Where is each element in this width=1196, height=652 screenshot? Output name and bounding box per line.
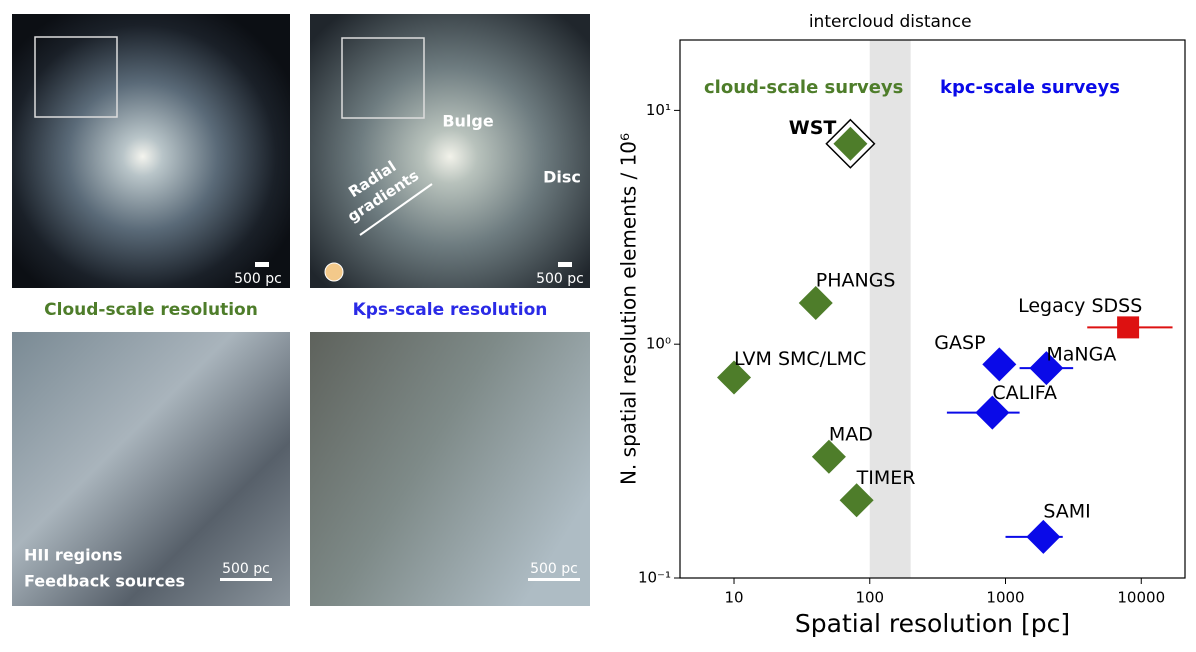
point: [833, 126, 868, 161]
point-label: SAMI: [1043, 500, 1090, 522]
x-tick-label: 1000: [986, 589, 1024, 607]
zoom-box: [34, 36, 118, 118]
point: [975, 395, 1010, 430]
scale-label: 500 pc: [234, 271, 282, 287]
y-tick-label: 10⁰: [646, 335, 671, 353]
scale-bar: [220, 578, 272, 581]
point: [1026, 519, 1061, 554]
x-axis-label: Spatial resolution [pc]: [795, 609, 1070, 638]
scale-label: 500 pc: [530, 561, 578, 577]
point: [798, 286, 833, 321]
scale-bar: [558, 262, 572, 267]
scale-bar: [528, 578, 580, 581]
point: [1117, 316, 1140, 339]
zoom-box: [341, 37, 425, 119]
galaxy-image: [310, 14, 590, 288]
annotation: Disc: [543, 168, 581, 187]
gradient-arrow: [359, 183, 433, 236]
point-label: Legacy SDSS: [1018, 295, 1142, 317]
chart-title: intercloud distance: [809, 12, 972, 32]
point-label: MAD: [829, 423, 873, 445]
zoom-image: [12, 332, 290, 606]
image-panels: 500 pc 500 pc 500 pc 500 pc Bulge Disc R…: [12, 14, 590, 606]
point: [982, 347, 1017, 382]
chart: intercloud distance 10 100 1000 10000 10⁻¹ 10⁰…: [617, 12, 1186, 638]
annotation: HII regions: [24, 546, 122, 565]
x-tick-label: 10: [724, 589, 743, 607]
point-label: MaNGA: [1046, 344, 1116, 366]
plot-frame: [679, 39, 1186, 579]
point-label: PHANGS: [816, 270, 896, 292]
annotation: Feedback sources: [24, 572, 185, 591]
x-tick-label: 100: [855, 589, 884, 607]
point-label: TIMER: [856, 467, 916, 489]
scale-label: 500 pc: [222, 561, 270, 577]
y-axis-label: N. spatial resolution elements / 10⁶: [617, 133, 641, 485]
point: [811, 439, 846, 474]
scale-label: 500 pc: [536, 271, 584, 287]
point: [1029, 351, 1064, 386]
point-label: GASP: [934, 332, 985, 354]
point-label: LVM SMC/LMC: [734, 348, 866, 370]
series-name: cloud-scale surveys: [704, 77, 903, 98]
point-label: CALIFA: [992, 382, 1057, 404]
point: [717, 360, 752, 395]
annotation: Bulge: [442, 112, 494, 131]
caption: Cloud-scale resolution: [44, 300, 258, 320]
y-tick-label: 10¹: [646, 101, 671, 119]
zoom-image: [310, 332, 590, 606]
beam: [324, 262, 344, 282]
point-label: WST: [789, 117, 837, 139]
galaxy-image: [12, 14, 290, 288]
y-tick-label: 10⁻¹: [638, 569, 671, 587]
point: [839, 483, 874, 518]
scale-bar: [255, 262, 269, 267]
caption: Kps-scale resolution: [353, 300, 548, 320]
intercloud-band: [869, 40, 911, 578]
x-tick-label: 10000: [1117, 589, 1165, 607]
series-name: kpc-scale surveys: [940, 77, 1120, 98]
